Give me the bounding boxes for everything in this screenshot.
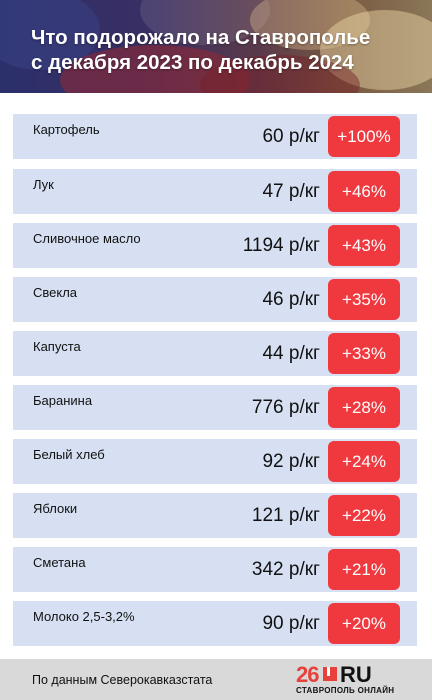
table-row: Яблоки 121 р/кг +22% [13,493,417,538]
product-price: 47 р/кг [262,181,320,202]
product-price: 90 р/кг [262,613,320,634]
logo-subtitle: СТАВРОПОЛЬ ОНЛАЙН [296,686,395,695]
product-name: Свекла [33,285,78,300]
product-price: 342 р/кг [251,559,320,580]
product-price: 1194 р/кг [242,235,320,256]
product-name: Молоко 2,5-3,2% [33,609,135,624]
product-price: 776 р/кг [251,397,320,418]
price-change-badge: +33% [328,333,400,374]
table-row: Лук 47 р/кг +46% [13,169,417,214]
source-note: По данным Северокавказстата [32,673,213,687]
table-row: Капуста 44 р/кг +33% [13,331,417,376]
price-change-badge: +43% [328,225,400,266]
price-change-badge: +24% [328,441,400,482]
product-price: 44 р/кг [262,343,320,364]
table-row: Баранина 776 р/кг +28% [13,385,417,430]
table-row: Молоко 2,5-3,2% 90 р/кг +20% [13,601,417,646]
page-title: Что подорожало на Ставрополье с декабря … [31,25,421,75]
logo-square-icon [323,667,337,681]
price-change-badge: +100% [328,116,400,157]
product-name: Белый хлеб [33,447,105,462]
logo-number: 26 [296,662,320,687]
price-change-badge: +35% [328,279,400,320]
header-photo-shape [250,0,370,50]
price-change-badge: +22% [328,495,400,536]
product-name: Капуста [33,339,81,354]
site-logo[interactable]: 26 RU СТАВРОПОЛЬ ОНЛАЙН [296,662,406,698]
title-line-2: с декабря 2023 по декабрь 2024 [31,51,354,74]
price-change-badge: +20% [328,603,400,644]
table-row: Сливочное масло 1194 р/кг +43% [13,223,417,268]
price-change-badge: +46% [328,171,400,212]
table-row: Картофель 60 р/кг +100% [13,114,417,159]
product-price: 92 р/кг [262,451,320,472]
product-price: 46 р/кг [262,289,320,310]
header-photo-shape [320,10,432,90]
product-name: Баранина [33,393,93,408]
table-row: Белый хлеб 92 р/кг +24% [13,439,417,484]
product-price: 121 р/кг [251,505,320,526]
product-name: Лук [33,177,54,192]
product-name: Сметана [33,555,86,570]
table-row: Свекла 46 р/кг +35% [13,277,417,322]
footer: По данным Северокавказстата 26 RU СТАВРО… [0,659,432,700]
price-change-badge: +21% [328,549,400,590]
header-banner: Что подорожало на Ставрополье с декабря … [0,0,432,93]
table-row: Сметана 342 р/кг +21% [13,547,417,592]
header-photo-shape [60,45,250,93]
product-name: Сливочное масло [33,231,141,246]
product-name: Яблоки [33,501,78,516]
product-price: 60 р/кг [262,126,320,147]
logo-domain: RU [340,662,372,687]
title-line-1: Что подорожало на Ставрополье [31,26,371,49]
price-change-badge: +28% [328,387,400,428]
product-name: Картофель [33,122,100,137]
